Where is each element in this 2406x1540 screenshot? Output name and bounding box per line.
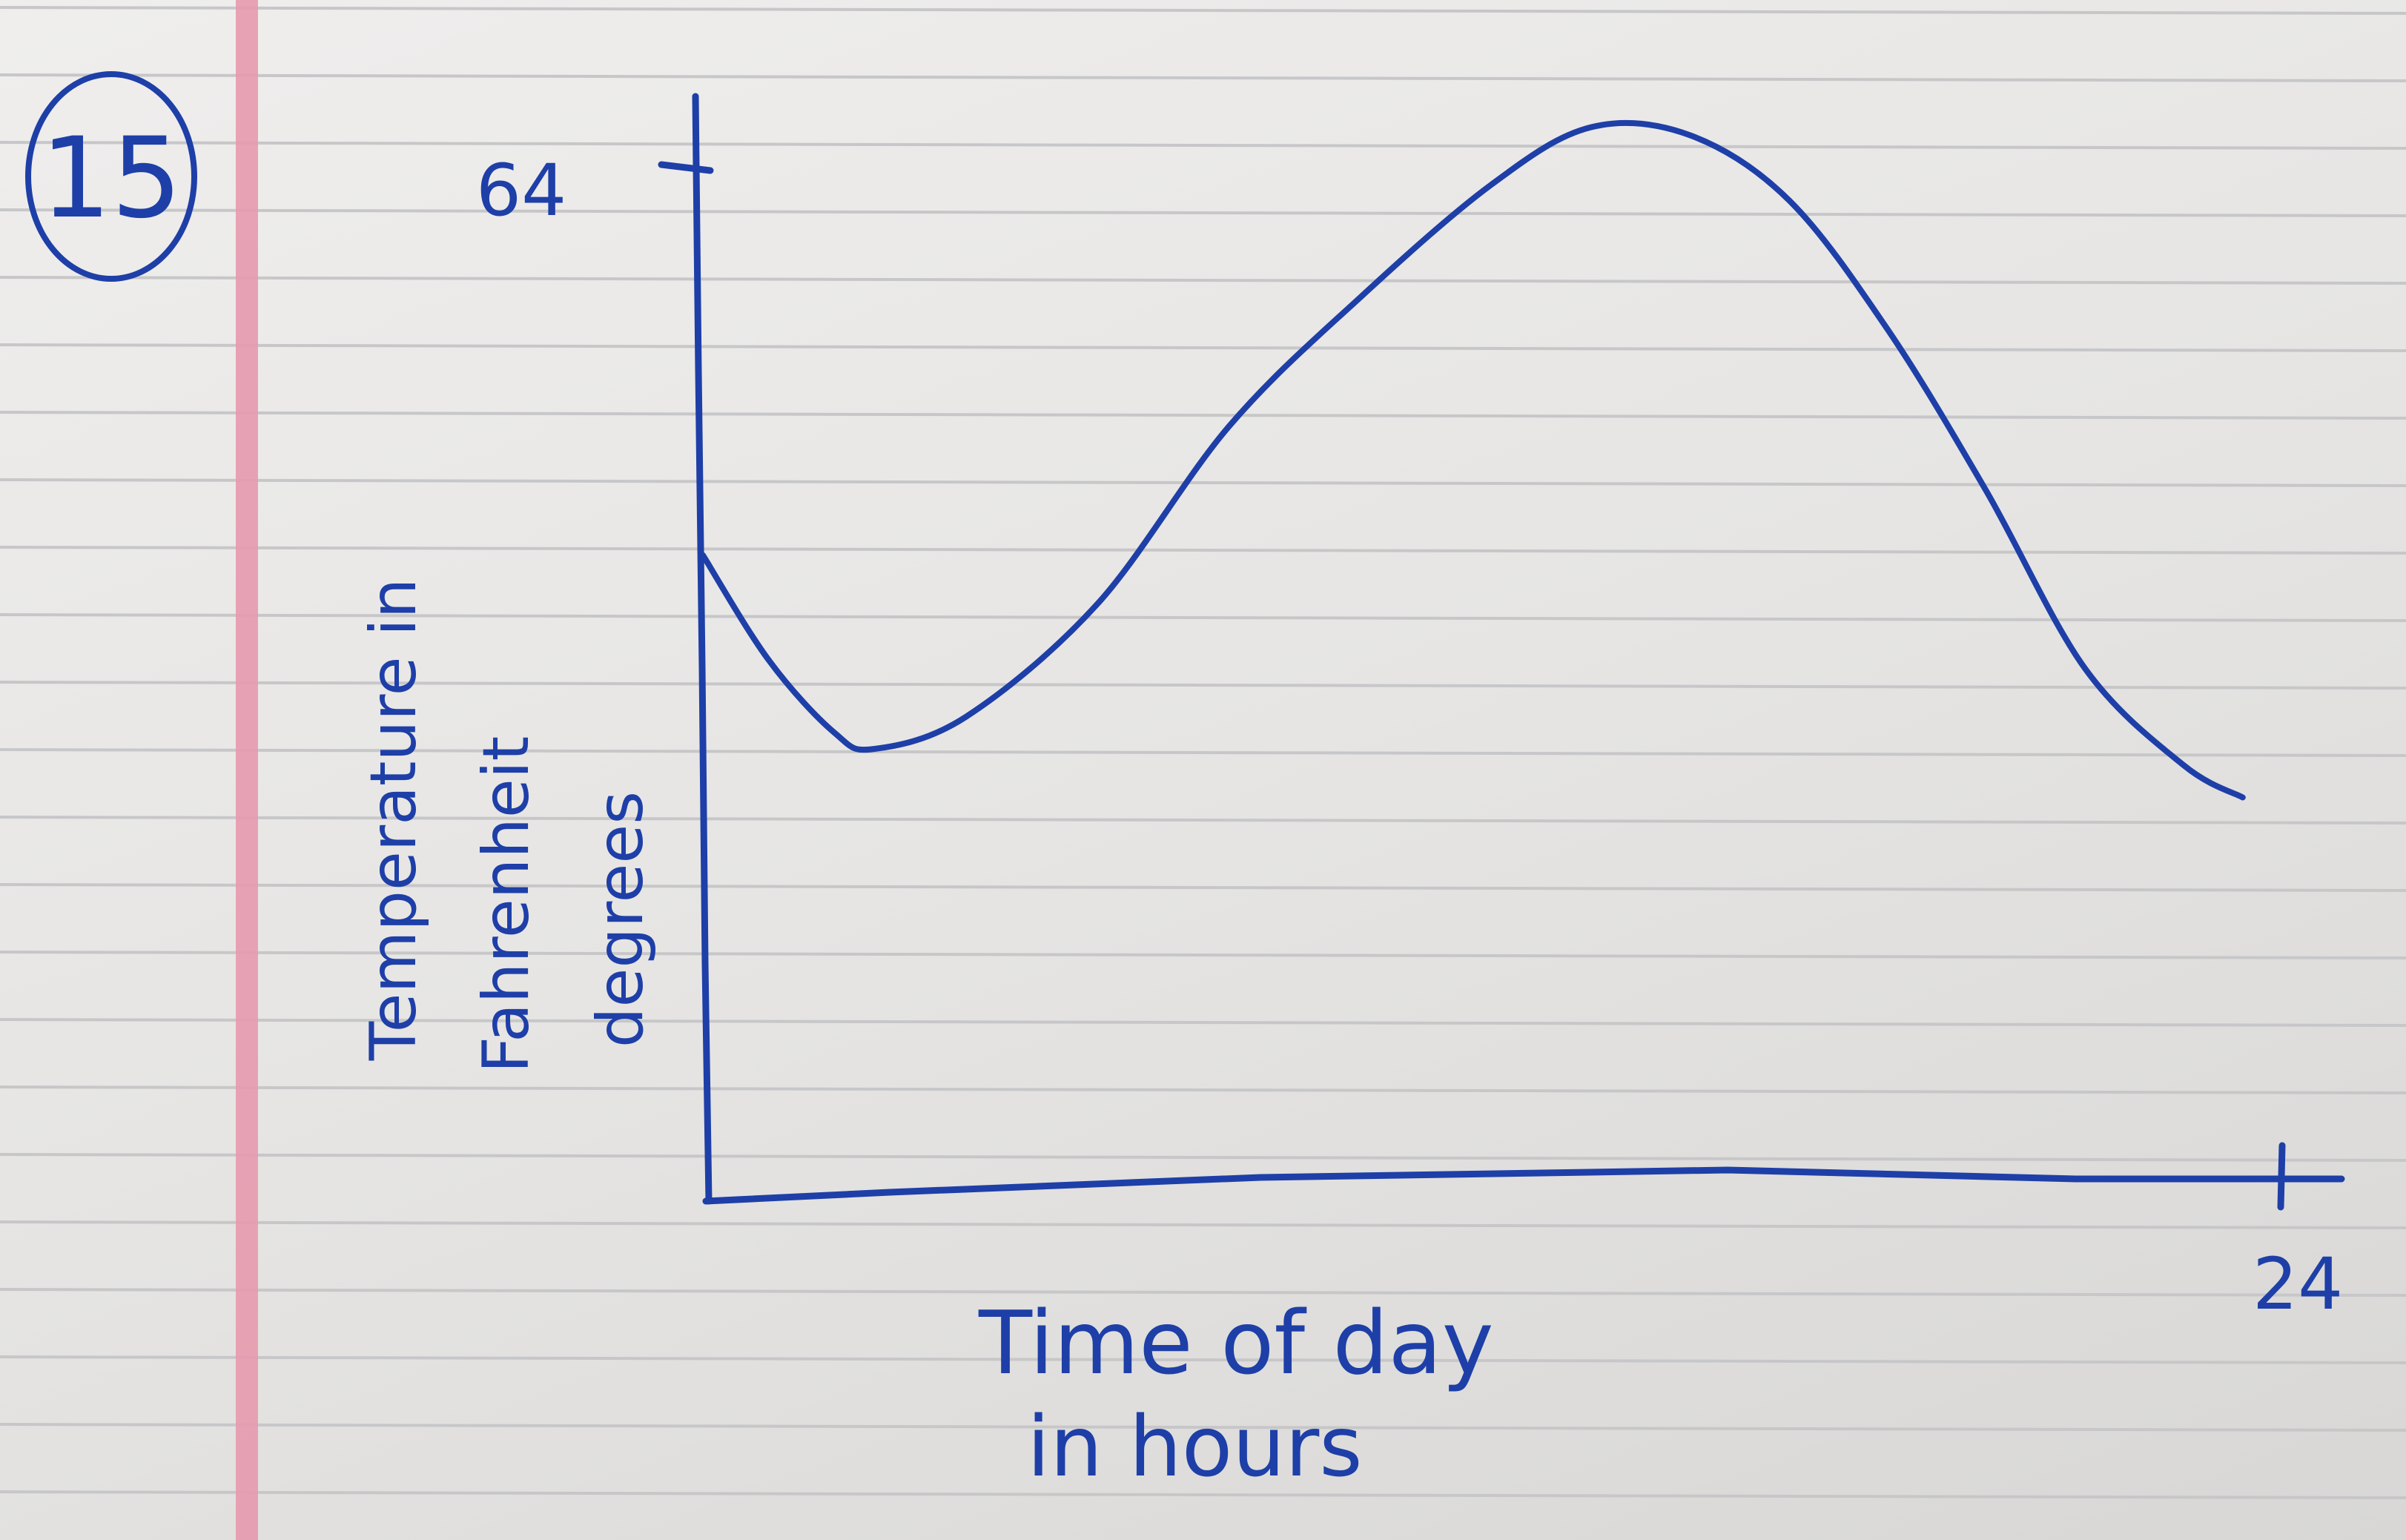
ruled-line	[0, 276, 2406, 285]
ruled-line	[0, 816, 2406, 824]
x-axis	[702, 1166, 2345, 1205]
ruled-line	[0, 951, 2406, 959]
x-axis-label-line2: in hours	[1027, 1399, 1363, 1496]
ruled-line	[0, 343, 2406, 352]
ruled-line	[0, 613, 2406, 622]
margin-line	[236, 0, 258, 1540]
ruled-line	[0, 546, 2406, 555]
ruled-line	[0, 1153, 2406, 1162]
ruled-line	[0, 883, 2406, 892]
problem-number-badge: 15	[25, 71, 197, 282]
ruled-line	[0, 681, 2406, 690]
ruled-lines	[0, 6, 2406, 1499]
ruled-line	[0, 73, 2406, 82]
ruled-line	[0, 1018, 2406, 1027]
y-axis-label-line1: Temperature in	[357, 578, 431, 1062]
problem-number-circle	[25, 71, 197, 282]
y-axis	[692, 93, 713, 1205]
ruled-line	[0, 6, 2406, 15]
x-tick-label: 24	[2253, 1243, 2343, 1326]
ruled-line	[0, 1490, 2406, 1499]
ruled-line	[0, 1423, 2406, 1432]
ruled-line	[0, 1220, 2406, 1229]
y-axis-tick-64	[658, 161, 714, 174]
ruled-line	[0, 208, 2406, 217]
ruled-line	[0, 141, 2406, 150]
x-axis-tick-24	[2277, 1142, 2286, 1211]
ruled-line	[0, 1085, 2406, 1094]
y-tick-label: 64	[476, 149, 566, 232]
ruled-line	[0, 748, 2406, 757]
series-layer	[700, 119, 2246, 801]
ruled-line	[0, 1288, 2406, 1297]
temperature-curve-0	[700, 119, 2246, 801]
y-axis-label-line2: Fahrenheit	[469, 736, 543, 1074]
ruled-line	[0, 411, 2406, 420]
ruled-line	[0, 1355, 2406, 1364]
y-axis-label-line3: degrees	[584, 791, 658, 1048]
problem-number: 15	[41, 114, 182, 243]
ruled-line	[0, 478, 2406, 487]
x-axis-label-line1: Time of day	[978, 1292, 1494, 1394]
